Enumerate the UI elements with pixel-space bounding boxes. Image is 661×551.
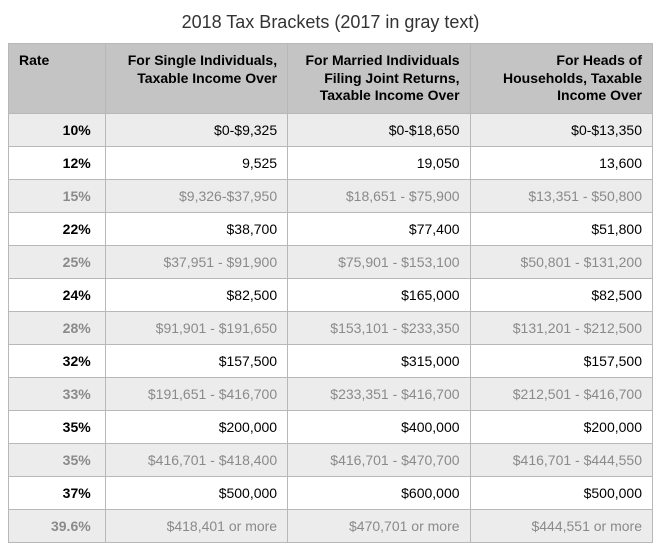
- married-cell: $233,351 - $416,700: [288, 377, 470, 410]
- table-row: 12%9,52519,05013,600: [9, 146, 653, 179]
- hoh-cell: $212,501 - $416,700: [470, 377, 652, 410]
- married-cell: $75,901 - $153,100: [288, 245, 470, 278]
- hoh-cell: $13,351 - $50,800: [470, 179, 652, 212]
- single-cell: $38,700: [105, 212, 287, 245]
- hoh-cell: $0-$13,350: [470, 113, 652, 146]
- hoh-cell: 13,600: [470, 146, 652, 179]
- married-cell: $470,701 or more: [288, 509, 470, 542]
- hoh-cell: $51,800: [470, 212, 652, 245]
- rate-cell: 12%: [9, 146, 106, 179]
- single-cell: $191,651 - $416,700: [105, 377, 287, 410]
- table-row: 10%$0-$9,325$0-$18,650$0-$13,350: [9, 113, 653, 146]
- married-cell: $416,701 - $470,700: [288, 443, 470, 476]
- table-row: 28%$91,901 - $191,650$153,101 - $233,350…: [9, 311, 653, 344]
- hoh-cell: $82,500: [470, 278, 652, 311]
- single-cell: $91,901 - $191,650: [105, 311, 287, 344]
- single-cell: $82,500: [105, 278, 287, 311]
- single-cell: $418,401 or more: [105, 509, 287, 542]
- rate-cell: 37%: [9, 476, 106, 509]
- page-title: 2018 Tax Brackets (2017 in gray text): [8, 12, 653, 33]
- single-cell: $416,701 - $418,400: [105, 443, 287, 476]
- single-cell: $0-$9,325: [105, 113, 287, 146]
- single-cell: $37,951 - $91,900: [105, 245, 287, 278]
- hoh-cell: $416,701 - $444,550: [470, 443, 652, 476]
- rate-cell: 32%: [9, 344, 106, 377]
- table-row: 39.6%$418,401 or more$470,701 or more$44…: [9, 509, 653, 542]
- married-cell: $315,000: [288, 344, 470, 377]
- table-row: 35%$416,701 - $418,400$416,701 - $470,70…: [9, 443, 653, 476]
- single-cell: $200,000: [105, 410, 287, 443]
- married-cell: $165,000: [288, 278, 470, 311]
- col-header-hoh: For Heads of Households, Taxable Income …: [470, 44, 652, 114]
- rate-cell: 28%: [9, 311, 106, 344]
- col-header-rate: Rate: [9, 44, 106, 114]
- married-cell: $400,000: [288, 410, 470, 443]
- table-row: 22%$38,700$77,400$51,800: [9, 212, 653, 245]
- single-cell: $157,500: [105, 344, 287, 377]
- table-row: 32%$157,500$315,000$157,500: [9, 344, 653, 377]
- married-cell: $600,000: [288, 476, 470, 509]
- rate-cell: 25%: [9, 245, 106, 278]
- table-row: 24%$82,500$165,000$82,500: [9, 278, 653, 311]
- table-row: 35%$200,000$400,000$200,000: [9, 410, 653, 443]
- table-row: 25%$37,951 - $91,900$75,901 - $153,100$5…: [9, 245, 653, 278]
- hoh-cell: $50,801 - $131,200: [470, 245, 652, 278]
- hoh-cell: $131,201 - $212,500: [470, 311, 652, 344]
- tax-brackets-table: Rate For Single Individuals, Taxable Inc…: [8, 43, 653, 543]
- married-cell: $18,651 - $75,900: [288, 179, 470, 212]
- rate-cell: 33%: [9, 377, 106, 410]
- single-cell: 9,525: [105, 146, 287, 179]
- col-header-single: For Single Individuals, Taxable Income O…: [105, 44, 287, 114]
- married-cell: $77,400: [288, 212, 470, 245]
- hoh-cell: $500,000: [470, 476, 652, 509]
- col-header-married: For Married Individuals Filing Joint Ret…: [288, 44, 470, 114]
- married-cell: $0-$18,650: [288, 113, 470, 146]
- hoh-cell: $200,000: [470, 410, 652, 443]
- table-row: 37%$500,000$600,000$500,000: [9, 476, 653, 509]
- rate-cell: 10%: [9, 113, 106, 146]
- rate-cell: 35%: [9, 410, 106, 443]
- table-header-row: Rate For Single Individuals, Taxable Inc…: [9, 44, 653, 114]
- rate-cell: 22%: [9, 212, 106, 245]
- married-cell: 19,050: [288, 146, 470, 179]
- rate-cell: 39.6%: [9, 509, 106, 542]
- table-row: 33%$191,651 - $416,700$233,351 - $416,70…: [9, 377, 653, 410]
- single-cell: $9,326-$37,950: [105, 179, 287, 212]
- married-cell: $153,101 - $233,350: [288, 311, 470, 344]
- rate-cell: 15%: [9, 179, 106, 212]
- single-cell: $500,000: [105, 476, 287, 509]
- hoh-cell: $157,500: [470, 344, 652, 377]
- hoh-cell: $444,551 or more: [470, 509, 652, 542]
- rate-cell: 35%: [9, 443, 106, 476]
- table-row: 15%$9,326-$37,950$18,651 - $75,900$13,35…: [9, 179, 653, 212]
- rate-cell: 24%: [9, 278, 106, 311]
